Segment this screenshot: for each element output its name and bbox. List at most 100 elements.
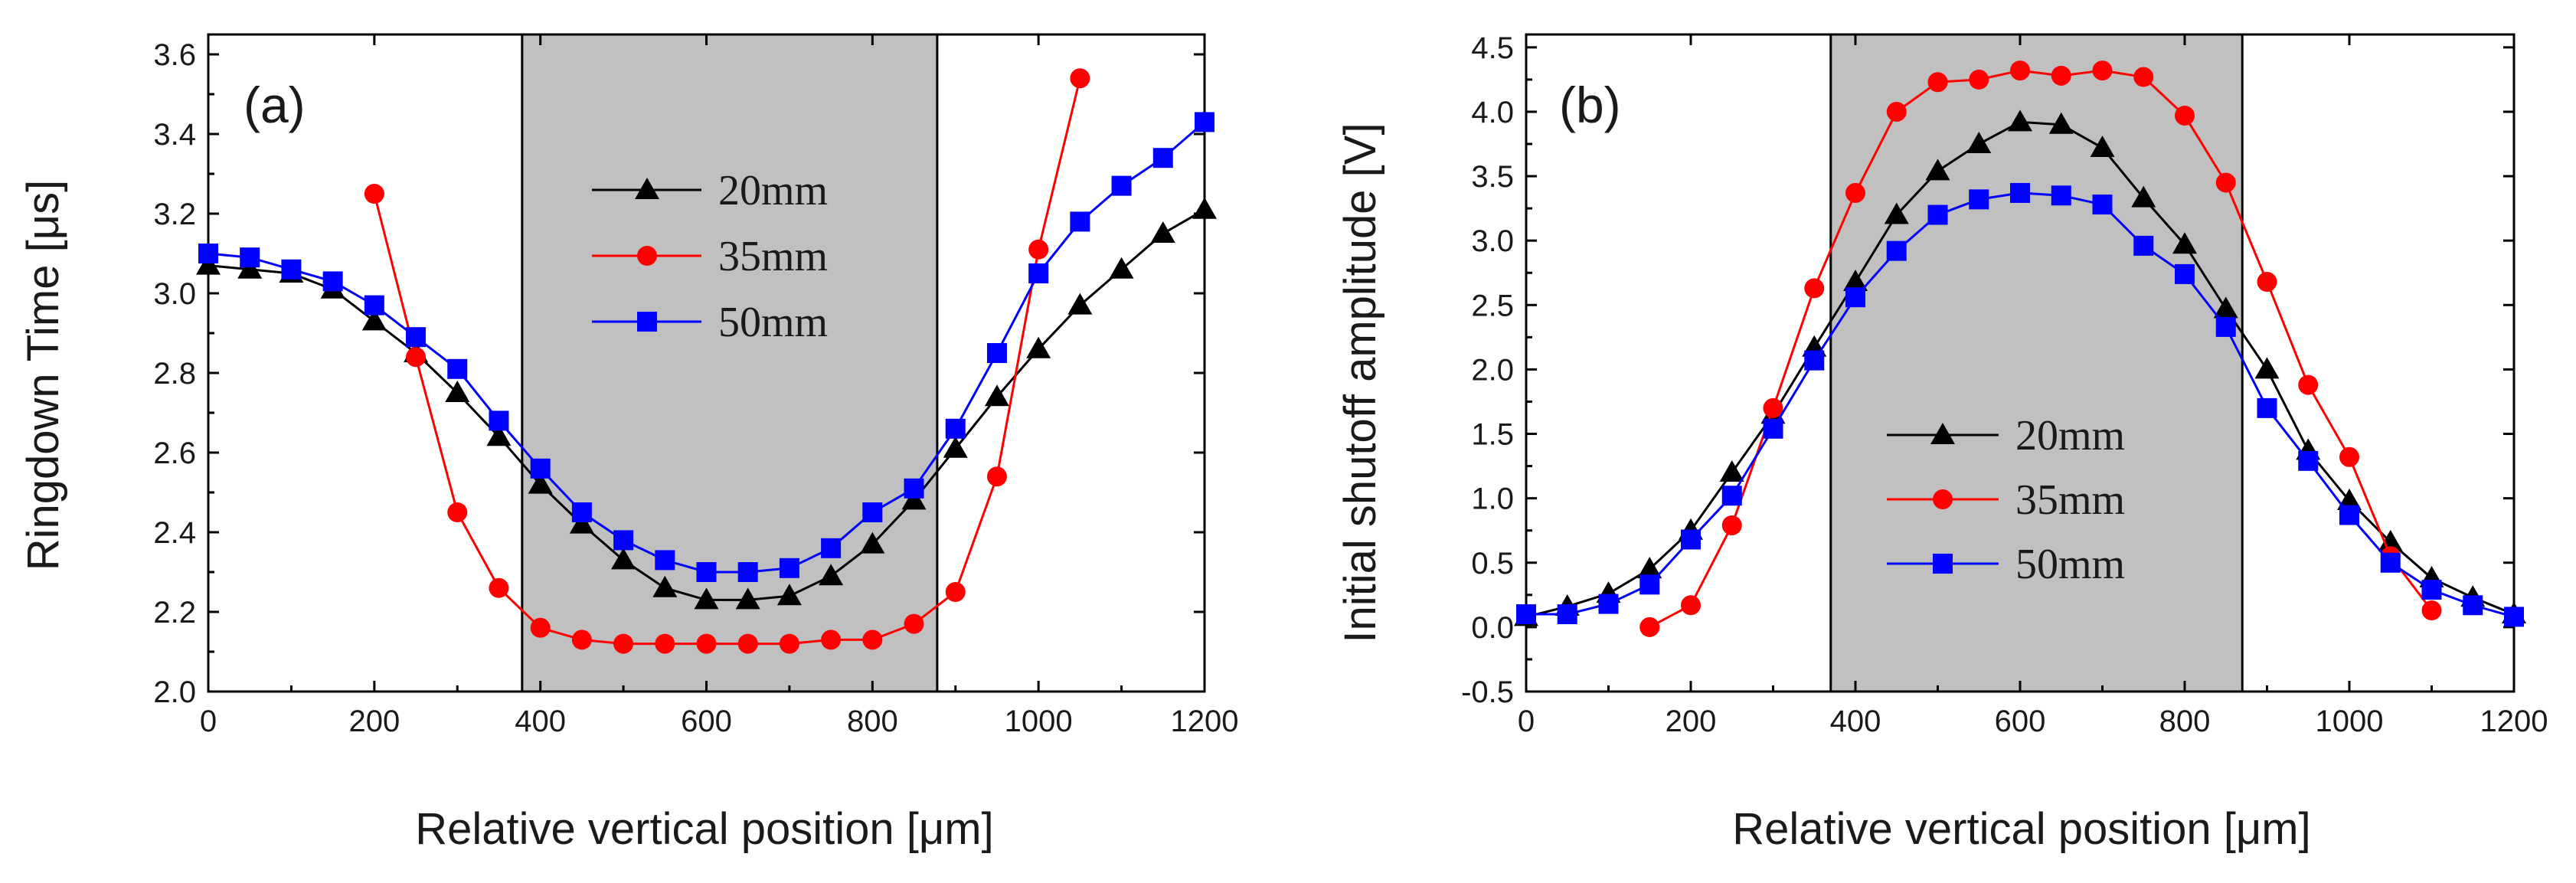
panel-b-data-point-35mm (1969, 69, 1989, 90)
panel-a-data-point-20mm (943, 436, 968, 458)
panel-a-data-point-35mm (696, 633, 717, 654)
panel-b-data-point-20mm (1884, 202, 1909, 224)
panel-a-y-tick-label: 3.0 (153, 277, 196, 311)
panel-a-data-point-35mm (904, 613, 924, 634)
panel-a-data-point-35mm (530, 617, 551, 638)
panel-b-legend-marker-35mm (1933, 489, 1953, 509)
panel-b-x-tick-label: 1000 (2316, 705, 2384, 738)
panel-a-data-point-50mm (1111, 175, 1132, 196)
panel-b-data-point-20mm (2378, 529, 2403, 551)
panel-b-data-point-20mm (2048, 112, 2074, 134)
panel-a-data-point-20mm (776, 584, 802, 606)
panel-a-data-point-20mm (361, 309, 387, 331)
panel-b-x-tick-label: 1200 (2480, 705, 2548, 738)
panel-b-data-point-50mm (2175, 263, 2195, 284)
panel-a-y-tick-label: 3.4 (153, 118, 196, 152)
panel-b-x-tick-label: 400 (1830, 705, 1881, 738)
panel-b-data-point-20mm (2254, 357, 2280, 379)
panel-a-data-point-50mm (322, 271, 343, 292)
panel-b-x-axis-title: Relative vertical position [μm] (1732, 804, 2310, 854)
panel-a-data-point-20mm (735, 587, 760, 610)
panel-b-data-point-35mm (2215, 172, 2236, 193)
panel-a-data-point-50mm (986, 343, 1007, 363)
panel-a-data-point-20mm (984, 384, 1009, 407)
panel-a-data-point-50mm (1070, 211, 1090, 232)
panel-a-data-point-35mm (655, 633, 675, 654)
panel-a-x-tick-label: 600 (681, 705, 732, 738)
panel-a-data-point-20mm (1192, 197, 1217, 219)
panel-a-legend-label-20mm: 20mm (718, 167, 828, 214)
panel-b-data-point-35mm (1721, 515, 1742, 535)
panel-b-data-point-35mm (1886, 101, 1907, 122)
panel-a-data-point-50mm (1195, 112, 1214, 132)
panel-a-data-point-20mm (1109, 257, 1134, 279)
panel-a-data-point-20mm (196, 253, 221, 275)
panel-b-data-point-35mm (2298, 374, 2319, 395)
panel-b-data-point-35mm (1763, 397, 1783, 418)
panel-b-data-point-50mm (2215, 316, 2236, 337)
panel-b-data-point-50mm (2257, 397, 2277, 418)
panel-a-data-point-50mm (281, 259, 302, 280)
panel-b-data-point-50mm (2010, 182, 2030, 203)
panel-b-series-line-35mm (1649, 69, 2433, 629)
panel-a-x-tick-label: 0 (200, 705, 217, 738)
panel-a-data-point-50mm (779, 558, 799, 578)
panel-a-data-point-20mm (819, 564, 844, 586)
panel-b-y-tick-label: 4.5 (1471, 31, 1514, 65)
panel-b-y-axis-title: Initial shutoff amplitude [V] (1335, 123, 1385, 643)
panel-a-data-point-50mm (530, 458, 551, 479)
panel-b-x-tick-label: 800 (2159, 705, 2211, 738)
panel-b-y-tick-label: 2.0 (1471, 353, 1514, 387)
panel-b-y-tick-label: 2.5 (1471, 289, 1514, 322)
panel-b-data-point-20mm (2131, 185, 2156, 208)
panel-a-data-point-35mm (406, 347, 427, 368)
panel-a-data-point-50mm (945, 418, 966, 439)
panel-b-label: (b) (1559, 77, 1621, 133)
panel-b-data-point-50mm (1927, 204, 1948, 225)
panel-b-data-point-50mm (2298, 450, 2319, 471)
panel-b-x-tick-label: 0 (1518, 705, 1535, 738)
panel-b-data-point-35mm (2051, 65, 2071, 86)
panel-b-data-point-20mm (2008, 110, 2032, 132)
panel-b-data-point-35mm (2010, 61, 2030, 81)
panel-b-legend-label-50mm: 50mm (2015, 541, 2125, 588)
panel-a-x-tick-label: 400 (515, 705, 566, 738)
panel-b-data-point-50mm (2092, 195, 2113, 215)
panel-b-data-point-50mm (2504, 607, 2524, 627)
panel-b-data-point-20mm (1719, 460, 1744, 482)
panel-a-series-50mm (198, 112, 1214, 582)
panel-a-y-tick-label: 2.0 (153, 675, 196, 709)
panel-a-data-point-50mm (821, 538, 842, 558)
panel-a-legend-label-35mm: 35mm (718, 233, 828, 280)
panel-a-y-tick-label: 2.4 (153, 516, 196, 550)
panel-b-data-point-50mm (2339, 505, 2359, 525)
panel-a-x-tick-label: 1200 (1171, 705, 1239, 738)
panel-a-data-point-50mm (737, 562, 758, 582)
panel-a-data-point-50mm (198, 244, 218, 263)
panel-a-data-point-20mm (1150, 221, 1175, 243)
panel-a-x-tick-label: 800 (847, 705, 898, 738)
panel-b-data-point-50mm (2380, 552, 2401, 573)
panel-a-data-point-20mm (611, 548, 636, 570)
panel-a-legend-marker-20mm (635, 178, 659, 199)
panel-b-data-point-50mm (2133, 235, 2154, 256)
panel-b-data-point-35mm (1927, 72, 1948, 93)
panel-a-data-point-20mm (528, 472, 553, 494)
panel-a-x-tick-label: 1000 (1005, 705, 1073, 738)
panel-b-y-tick-label: 1.5 (1471, 418, 1514, 452)
panel-b-data-point-35mm (2257, 272, 2277, 293)
panel-b-data-point-50mm (1886, 240, 1907, 261)
panel-a-data-point-20mm (486, 424, 512, 446)
panel-a-data-point-20mm (445, 381, 470, 402)
panel-b-data-point-35mm (2175, 105, 2195, 126)
panel-b-data-point-50mm (1681, 529, 1701, 550)
panel-a-legend-label-50mm: 50mm (718, 299, 828, 346)
panel-a-shaded-region (521, 34, 937, 692)
panel-a-legend: 20mm 35mm 50mm (592, 167, 828, 346)
panel-a-y-tick-label: 2.8 (153, 357, 196, 391)
panel-a-data-point-50mm (1028, 263, 1049, 283)
panel-b-data-point-20mm (1925, 159, 1950, 181)
panel-b-data-point-50mm (2421, 580, 2442, 600)
panel-a-data-point-20mm (237, 257, 263, 279)
